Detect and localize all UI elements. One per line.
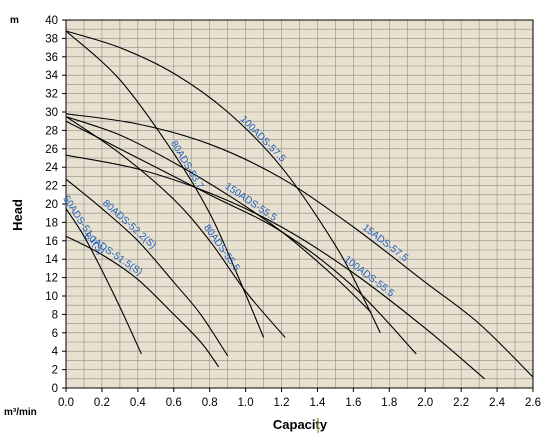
y-tick-label: 12 bbox=[45, 273, 58, 285]
y-tick-label: 36 bbox=[45, 52, 58, 64]
y-tick-label: 40 bbox=[45, 15, 58, 27]
tick-labels: 0.0 0.2 0.4 0.6 0.8 1.0 1.2 1.4 1.6 1.8 2.0 2.2 2.4 2… bbox=[45, 15, 541, 409]
y-tick-label: 28 bbox=[45, 125, 58, 137]
x-tick-label: 0.6 bbox=[166, 397, 182, 409]
x-unit-label: m³/min bbox=[4, 407, 37, 418]
axes bbox=[62, 19, 534, 392]
x-tick-label: 0.8 bbox=[202, 397, 218, 409]
y-tick-label: 4 bbox=[52, 346, 59, 358]
x-tick-label: 1.2 bbox=[274, 397, 290, 409]
x-tick-label: 1.4 bbox=[309, 397, 326, 409]
y-unit-label: m bbox=[10, 15, 19, 26]
series-curve bbox=[65, 235, 220, 368]
y-tick-label: 6 bbox=[52, 328, 58, 340]
series-curve bbox=[65, 30, 381, 334]
y-tick-label: 20 bbox=[45, 199, 58, 211]
x-tick-label: 0.2 bbox=[94, 397, 110, 409]
x-tick-label: 2.2 bbox=[453, 397, 469, 409]
series-curve bbox=[65, 120, 417, 355]
grid-lines bbox=[65, 19, 534, 389]
y-tick-label: 8 bbox=[52, 309, 58, 321]
y-tick-label: 32 bbox=[45, 89, 58, 101]
y-tick-label: 18 bbox=[45, 217, 58, 229]
y-tick-label: 26 bbox=[45, 144, 58, 156]
x-tick-label: 2.6 bbox=[525, 397, 541, 409]
series-curve bbox=[65, 116, 372, 313]
series-curves bbox=[65, 30, 534, 380]
series-curve bbox=[65, 116, 286, 338]
x-tick-label: 0.4 bbox=[130, 397, 147, 409]
y-tick-label: 24 bbox=[45, 162, 58, 174]
x-tick-label: 2.0 bbox=[417, 397, 433, 409]
y-tick-label: 14 bbox=[45, 254, 58, 266]
y-tick-label: 30 bbox=[45, 107, 58, 119]
y-tick-label: 10 bbox=[45, 291, 58, 303]
y-tick-label: 16 bbox=[45, 236, 58, 248]
series-curve bbox=[65, 154, 485, 380]
x-axis-title: Capacity bbox=[273, 417, 328, 432]
x-tick-label: 0.0 bbox=[58, 397, 74, 409]
x-tick-label: 1.6 bbox=[345, 397, 361, 409]
x-tick-label: 1.0 bbox=[238, 397, 254, 409]
y-tick-label: 34 bbox=[45, 70, 58, 82]
y-tick-label: 2 bbox=[52, 365, 58, 377]
x-tick-label: 2.4 bbox=[489, 397, 506, 409]
series-curve bbox=[65, 113, 534, 378]
y-tick-label: 38 bbox=[45, 33, 58, 45]
series-curve bbox=[65, 208, 142, 355]
series-curve bbox=[65, 30, 265, 338]
x-tick-label: 1.8 bbox=[381, 397, 397, 409]
y-tick-label: 0 bbox=[52, 383, 58, 395]
y-tick-label: 22 bbox=[45, 181, 58, 193]
series-curve bbox=[65, 178, 229, 357]
y-axis-title: Head bbox=[10, 199, 25, 231]
